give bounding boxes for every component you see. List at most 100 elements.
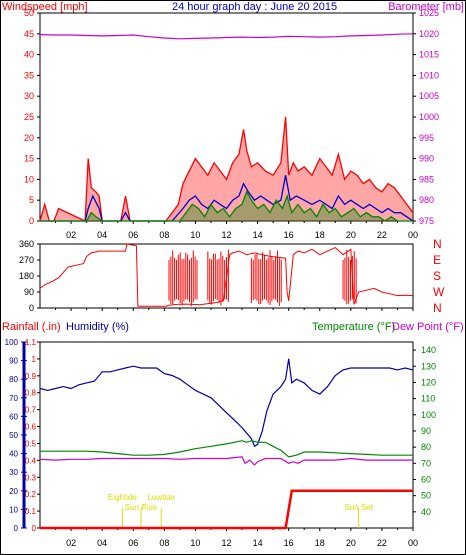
compass-label: S (433, 269, 441, 283)
x-tick-label: 04 (97, 230, 107, 240)
humidity-tick-label: 80 (9, 375, 18, 384)
humidity-line (39, 358, 414, 448)
rain-tick-label: 0.6 (25, 423, 37, 432)
temp-tick-label: 140 (421, 345, 436, 355)
dir-tick-label: 180 (19, 271, 34, 281)
low-area (40, 191, 413, 221)
rainfall-line (40, 489, 413, 530)
humidity-tick-label: 50 (9, 431, 18, 440)
x-tick-label: 04 (97, 538, 107, 548)
dir-tick-label: 360 (19, 239, 34, 249)
x-tick-label: 20 (346, 230, 356, 240)
annotation-label: Lowtide (147, 493, 175, 502)
temp-tick-label: 110 (421, 394, 435, 404)
x-tick-label: 16 (284, 538, 294, 548)
rain-tick-label: 0.1 (25, 507, 37, 516)
panel-frame-3 (39, 341, 414, 529)
annotation-label: Sun Rise (125, 503, 158, 512)
baro-tick-label: 985 (419, 174, 434, 184)
rain-tick-label: 1.1 (25, 338, 37, 347)
x-tick-label: 06 (128, 230, 138, 240)
wind-tick-label: 40 (24, 50, 34, 60)
baro-tick-label: 990 (419, 154, 434, 164)
humidity-tick-label: 90 (9, 357, 18, 366)
humidity-tick-label: 10 (9, 505, 18, 514)
rain-tick-label: 0 (32, 524, 37, 533)
baro-tick-label: 995 (419, 133, 434, 143)
wind-tick-label: 30 (24, 91, 34, 101)
x-tick-label: 02 (66, 538, 76, 548)
barometer-line (39, 33, 414, 40)
temp-tick-label: 120 (421, 377, 436, 387)
dir-tick-label: 270 (19, 255, 34, 265)
temp-tick-label: 60 (421, 474, 431, 484)
wind-direction-line (39, 243, 414, 307)
x-tick-label: 00 (408, 538, 418, 548)
gust-area (40, 117, 413, 221)
rain-tick-label: 0.7 (25, 406, 37, 415)
temp-tick-label: 90 (421, 426, 431, 436)
dewpoint-axis-title: Dew Point (°F) (392, 321, 464, 333)
compass-label: N (433, 237, 442, 251)
wind-tick-label: 15 (24, 154, 34, 164)
rain-tick-label: 0.9 (25, 372, 37, 381)
temp-tick-label: 70 (421, 458, 431, 468)
rain-tick-label: 1 (32, 355, 37, 364)
x-tick-label: 06 (128, 538, 138, 548)
rain-tick-label: 0.5 (25, 439, 37, 448)
wind-tick-label: 50 (24, 8, 34, 18)
wind-tick-label: 0 (29, 216, 34, 226)
wind-direction-flips (168, 249, 357, 307)
windspeed-axis-title: Windspeed [mph] (2, 1, 88, 13)
compass-label: W (433, 285, 445, 299)
wind-tick-label: 20 (24, 133, 34, 143)
x-tick-label: 14 (253, 230, 263, 240)
rain-tick-label: 0.2 (25, 490, 37, 499)
gust-line (39, 116, 414, 223)
temperature-line (40, 440, 413, 458)
temperature-axis-title: Temperature (°F) (312, 321, 395, 333)
temp-tick-label: 40 (421, 507, 431, 517)
baro-tick-label: 975 (419, 216, 434, 226)
temp-tick-label: 80 (421, 442, 431, 452)
humidity-tick-label: 0 (14, 524, 19, 533)
wind-tick-label: 35 (24, 70, 34, 80)
humidity-tick-label: 40 (9, 450, 18, 459)
average-line (40, 175, 414, 222)
x-tick-label: 08 (159, 230, 169, 240)
baro-tick-label: 1000 (419, 112, 439, 122)
annotation-label: Sun Set (344, 503, 373, 512)
x-tick-label: 22 (377, 538, 387, 548)
humidity-axis-title: Humidity (%) (66, 321, 129, 333)
dew-point-line (39, 456, 413, 466)
baro-tick-label: 980 (419, 195, 434, 205)
baro-tick-label: 1020 (419, 29, 439, 39)
wind-tick-label: 25 (24, 112, 34, 122)
rainfall-axis-title: Rainfall (.in) (2, 321, 61, 333)
x-tick-label: 10 (190, 230, 200, 240)
baro-tick-label: 1015 (419, 50, 439, 60)
dir-tick-label: 0 (29, 303, 34, 313)
x-tick-label: 12 (221, 230, 231, 240)
rain-tick-label: 0.3 (25, 473, 37, 482)
rain-tick-label: 0.8 (25, 389, 37, 398)
x-tick-label: 20 (346, 538, 356, 548)
temp-tick-label: 130 (421, 361, 436, 371)
humidity-tick-label: 20 (9, 487, 18, 496)
low-line (40, 190, 413, 222)
x-tick-label: 18 (315, 230, 325, 240)
x-tick-label: 00 (408, 230, 418, 240)
wind-tick-label: 45 (24, 29, 34, 39)
humidity-tick-label: 100 (5, 338, 19, 347)
x-tick-label: 14 (253, 538, 263, 548)
x-tick-label: 12 (221, 538, 231, 548)
temp-tick-label: 100 (421, 410, 436, 420)
dir-tick-label: 90 (24, 287, 34, 297)
barometer-axis-title: Barometer [mb] (388, 1, 464, 13)
compass-label: N (433, 301, 442, 315)
rain-tick-label: 0.4 (25, 456, 37, 465)
humidity-tick-label: 70 (9, 394, 18, 403)
baro-tick-label: 1010 (419, 70, 439, 80)
x-tick-label: 22 (377, 230, 387, 240)
